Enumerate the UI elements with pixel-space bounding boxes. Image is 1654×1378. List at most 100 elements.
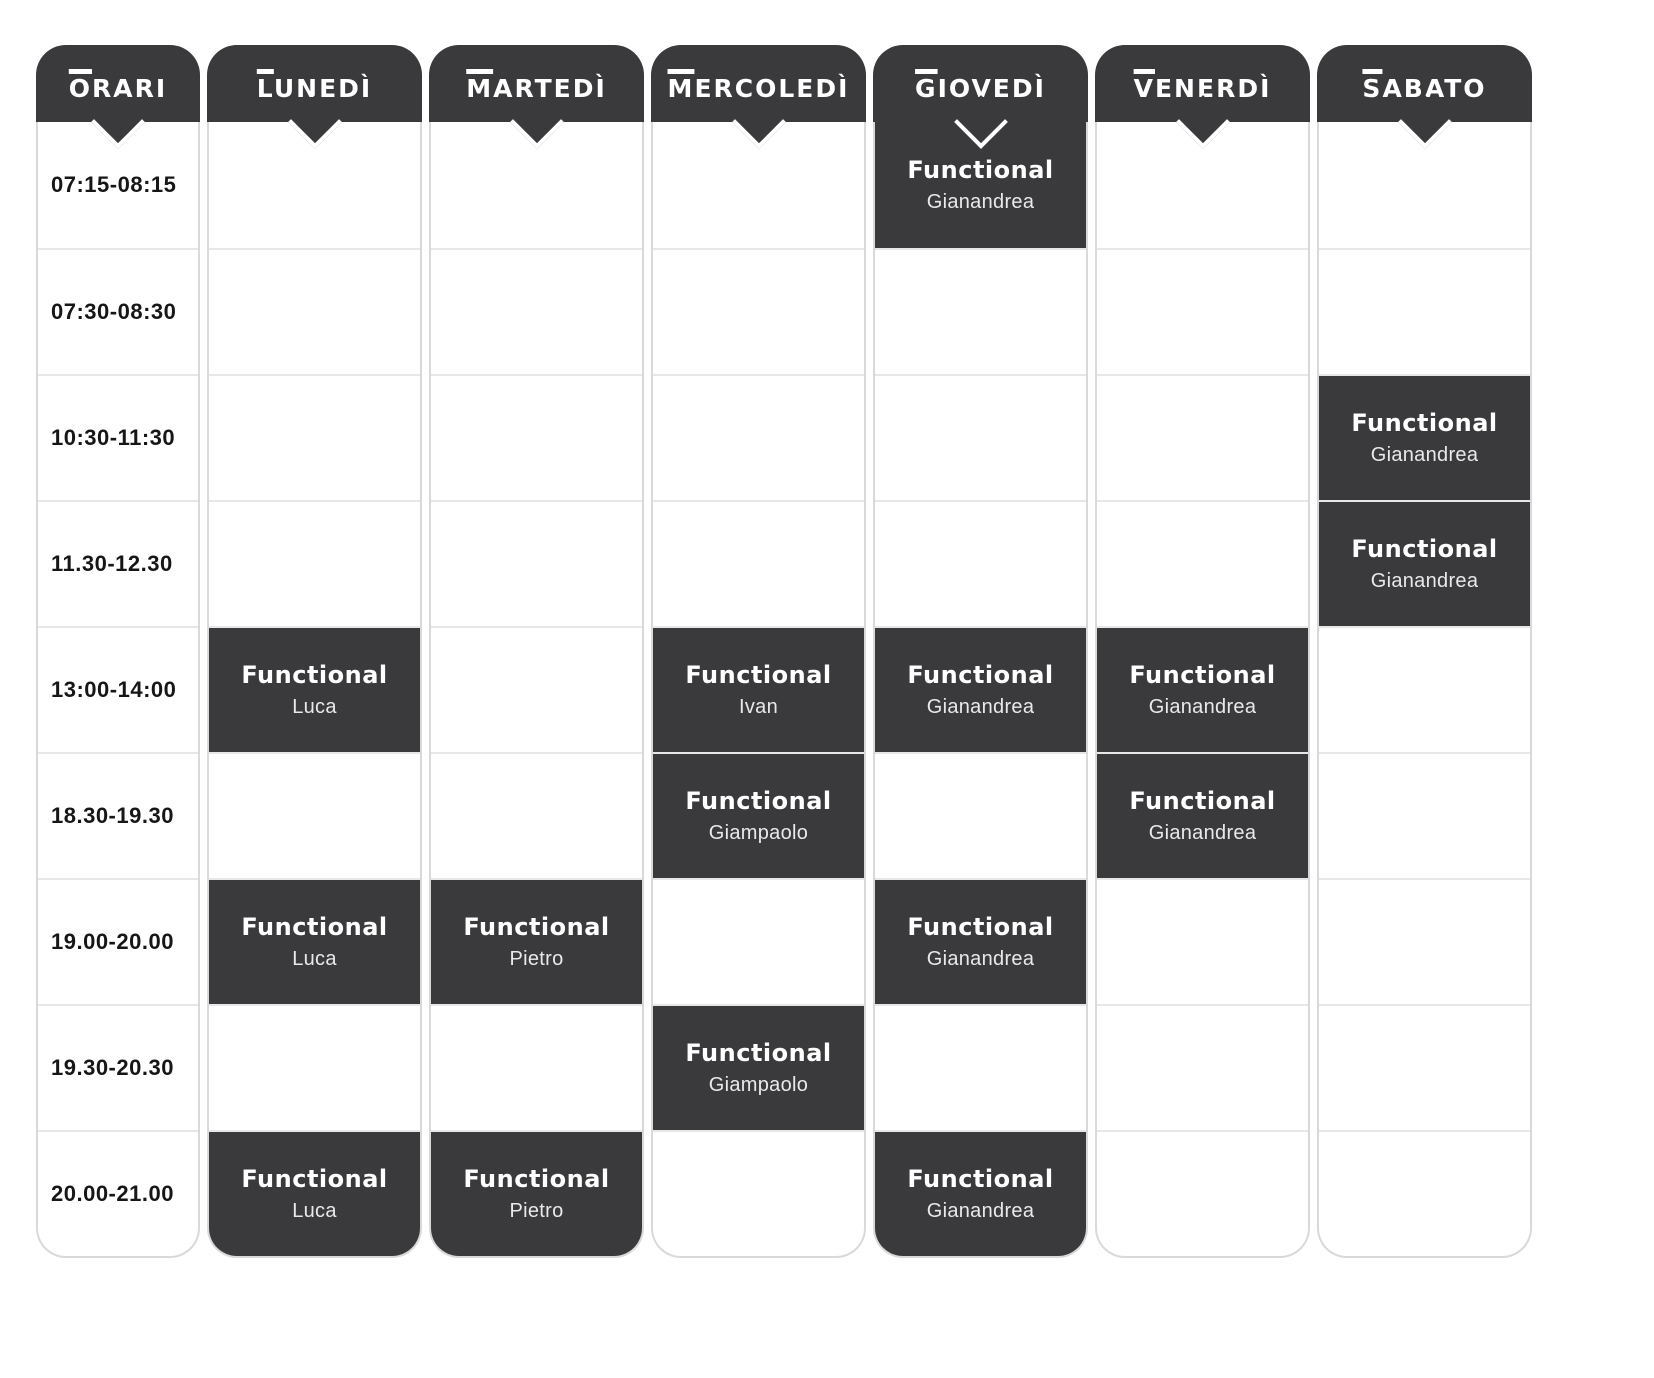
trainer-name: Gianandrea: [926, 1200, 1035, 1222]
cell-lunedi-r8: Functional Luca: [209, 1130, 420, 1256]
class-title: Functional: [241, 913, 388, 941]
trainer-name: Giampaolo: [708, 822, 809, 844]
column-body-giovedi: Functional Gianandrea Functional Gianandre…: [873, 122, 1088, 1258]
cell-venerdi-r5: Functional Gianandrea: [1097, 752, 1308, 878]
trainer-name: Gianandrea: [1148, 822, 1257, 844]
class-title: Functional: [907, 913, 1054, 941]
cell-lunedi-r6: Functional Luca: [209, 878, 420, 1004]
time-label: 07:30-08:30: [51, 299, 177, 324]
cell-lunedi-r5: [209, 752, 420, 878]
cell-lunedi-r2: [209, 374, 420, 500]
tab-martedi: MARTEDÌ: [429, 45, 644, 149]
time-slot-r6: 19.00-20.00: [38, 878, 198, 1004]
cell-martedi-r3: [431, 500, 642, 626]
class-title: Functional: [241, 1165, 388, 1193]
cell-martedi-r6: Functional Pietro: [431, 878, 642, 1004]
column-orari: ORARI 07:15-08:15 07:30-08:30 10:30-11:3…: [36, 45, 200, 1258]
cell-giovedi-r4: Functional Gianandrea: [875, 626, 1086, 752]
trainer-name: Luca: [292, 696, 337, 718]
cell-giovedi-r5: [875, 752, 1086, 878]
cell-sabato-r6: [1319, 878, 1530, 1004]
column-sabato: SABATO Functional Gianandrea Functional Gi…: [1317, 45, 1532, 1258]
time-label: 07:15-08:15: [51, 172, 177, 197]
time-label: 18.30-19.30: [51, 803, 174, 828]
column-giovedi: GIOVEDÌ Functional Gianandrea Functional G…: [873, 45, 1088, 1258]
class-title: Functional: [1129, 787, 1276, 815]
tab-sabato: SABATO: [1317, 45, 1532, 149]
time-slot-r0: 07:15-08:15: [38, 122, 198, 248]
time-label: 20.00-21.00: [51, 1181, 174, 1206]
cell-venerdi-r2: [1097, 374, 1308, 500]
column-body-venerdi: Functional Gianandrea Functional Gianandre…: [1095, 122, 1310, 1258]
class-title: Functional: [907, 156, 1054, 184]
cell-mercoledi-r3: [653, 500, 864, 626]
cell-mercoledi-r2: [653, 374, 864, 500]
class-title: Functional: [685, 661, 832, 689]
tab-venerdi: VENERDÌ: [1095, 45, 1310, 149]
trainer-name: Luca: [292, 1200, 337, 1222]
time-label: 19.30-20.30: [51, 1055, 174, 1080]
column-body-martedi: Functional Pietro Functional Pietro: [429, 122, 644, 1258]
time-slot-r2: 10:30-11:30: [38, 374, 198, 500]
cell-martedi-r7: [431, 1004, 642, 1130]
cell-mercoledi-r4: Functional Ivan: [653, 626, 864, 752]
column-martedi: MARTEDÌ Functional Pietro Functional Pietr…: [429, 45, 644, 1258]
tab-label-sabato: SABATO: [1362, 74, 1487, 103]
tab-label-giovedi: GIOVEDÌ: [915, 74, 1046, 103]
tab-mercoledi: MERCOLEDÌ: [651, 45, 866, 149]
cell-sabato-r8: [1319, 1130, 1530, 1256]
cell-mercoledi-r5: Functional Giampaolo: [653, 752, 864, 878]
cell-sabato-r4: [1319, 626, 1530, 752]
class-title: Functional: [463, 913, 610, 941]
trainer-name: Giampaolo: [708, 1074, 809, 1096]
cell-martedi-r8: Functional Pietro: [431, 1130, 642, 1256]
trainer-name: Pietro: [509, 1200, 564, 1222]
trainer-name: Gianandrea: [926, 696, 1035, 718]
cell-venerdi-r1: [1097, 248, 1308, 374]
cell-lunedi-r1: [209, 248, 420, 374]
trainer-name: Gianandrea: [1370, 570, 1479, 592]
cell-venerdi-r8: [1097, 1130, 1308, 1256]
class-title: Functional: [1129, 661, 1276, 689]
cell-martedi-r4: [431, 626, 642, 752]
trainer-name: Luca: [292, 948, 337, 970]
cell-giovedi-r8: Functional Gianandrea: [875, 1130, 1086, 1256]
cell-martedi-r1: [431, 248, 642, 374]
cell-martedi-r5: [431, 752, 642, 878]
cell-mercoledi-r8: [653, 1130, 864, 1256]
cell-giovedi-r2: [875, 374, 1086, 500]
time-slot-r3: 11.30-12.30: [38, 500, 198, 626]
column-body-orari: 07:15-08:15 07:30-08:30 10:30-11:30 11.3…: [36, 122, 200, 1258]
cell-mercoledi-r6: [653, 878, 864, 1004]
tab-orari: ORARI: [36, 45, 200, 149]
tab-lunedi: LUNEDÌ: [207, 45, 422, 149]
cell-venerdi-r7: [1097, 1004, 1308, 1130]
tab-label-orari: ORARI: [68, 74, 168, 103]
class-title: Functional: [907, 661, 1054, 689]
cell-lunedi-r4: Functional Luca: [209, 626, 420, 752]
time-slot-r7: 19.30-20.30: [38, 1004, 198, 1130]
time-label: 19.00-20.00: [51, 929, 174, 954]
class-title: Functional: [241, 661, 388, 689]
class-title: Functional: [685, 787, 832, 815]
column-body-lunedi: Functional Luca Functional Luca Functional…: [207, 122, 422, 1258]
time-label: 10:30-11:30: [51, 425, 176, 450]
class-title: Functional: [463, 1165, 610, 1193]
cell-giovedi-r3: [875, 500, 1086, 626]
cell-mercoledi-r1: [653, 248, 864, 374]
cell-giovedi-r6: Functional Gianandrea: [875, 878, 1086, 1004]
time-label: 11.30-12.30: [51, 551, 173, 576]
column-lunedi: LUNEDÌ Functional Luca Functional Luca Fun…: [207, 45, 422, 1258]
cell-sabato-r3: Functional Gianandrea: [1319, 500, 1530, 626]
column-body-mercoledi: Functional Ivan Functional Giampaolo Funct…: [651, 122, 866, 1258]
time-slot-r5: 18.30-19.30: [38, 752, 198, 878]
class-title: Functional: [1351, 535, 1498, 563]
time-slot-r4: 13:00-14:00: [38, 626, 198, 752]
cell-sabato-r5: [1319, 752, 1530, 878]
time-label: 13:00-14:00: [51, 677, 177, 702]
cell-mercoledi-r7: Functional Giampaolo: [653, 1004, 864, 1130]
cell-venerdi-r4: Functional Gianandrea: [1097, 626, 1308, 752]
class-title: Functional: [907, 1165, 1054, 1193]
cell-martedi-r2: [431, 374, 642, 500]
cell-lunedi-r3: [209, 500, 420, 626]
